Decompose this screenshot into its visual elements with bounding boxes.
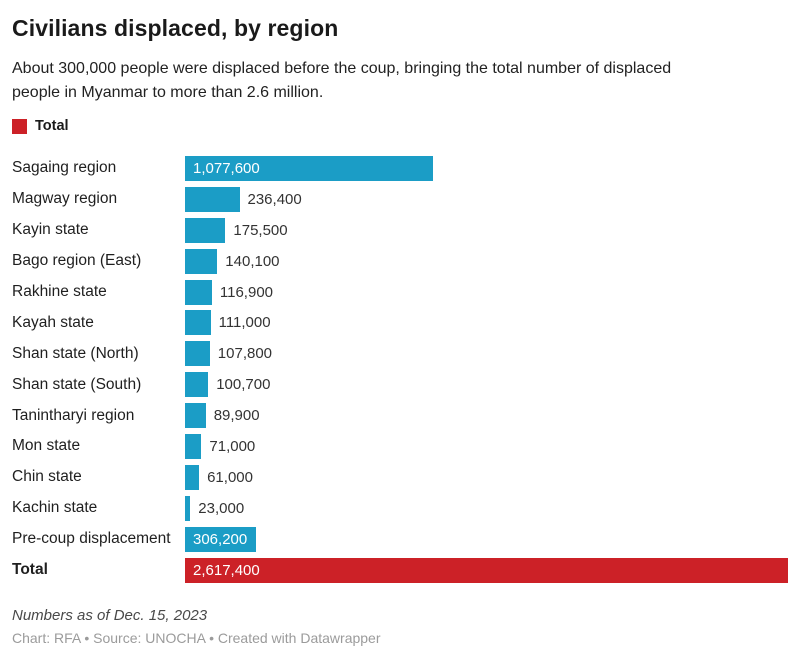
footer-credit: Chart: RFA • Source: UNOCHA • Created wi… <box>12 630 381 647</box>
legend-total-label: Total <box>35 118 69 134</box>
bar <box>185 248 218 274</box>
total-bar: 2,617,400 <box>185 557 788 583</box>
bar <box>185 341 210 367</box>
bar-track: 306,200 <box>185 526 788 552</box>
bar-value-label: 116,900 <box>219 283 273 301</box>
bar-track: 89,900 <box>185 403 788 429</box>
bar-value-label: 175,500 <box>233 221 288 239</box>
bar <box>185 372 209 398</box>
subtitle-line-2: people in Myanmar to more than 2.6 milli… <box>12 83 324 101</box>
bar-chart: Sagaing region 1,077,600 Magway region 236,… <box>12 153 788 585</box>
chart-row: Shan state (North) 107,800 <box>12 338 788 369</box>
bar-track: 107,800 <box>185 341 788 367</box>
legend-total-swatch-icon <box>12 118 27 134</box>
bar <box>185 403 206 429</box>
row-label: Magway region <box>12 190 118 208</box>
row-label: Kayah state <box>12 313 94 331</box>
bar-track: 116,900 <box>185 279 788 305</box>
bar <box>185 279 212 305</box>
bar-value-label: 23,000 <box>198 499 245 517</box>
chart-row: Sagaing region 1,077,600 <box>12 153 788 184</box>
bar-track: 2,617,400 <box>185 557 788 583</box>
bar <box>185 433 202 459</box>
bar <box>185 495 191 521</box>
row-label: Tanintharyi region <box>12 406 135 424</box>
bar-value-label: 2,617,400 <box>193 561 260 579</box>
bar <box>185 464 200 490</box>
bar-track: 71,000 <box>185 433 788 459</box>
row-label: Kachin state <box>12 499 98 517</box>
bar-value-label: 140,100 <box>225 252 280 270</box>
bar-value-label: 71,000 <box>209 437 256 455</box>
bar-track: 1,077,600 <box>185 155 788 181</box>
row-label: Chin state <box>12 468 82 486</box>
chart-row: Tanintharyi region 89,900 <box>12 400 788 431</box>
chart-row: Shan state (South) 100,700 <box>12 369 788 400</box>
bar: 1,077,600 <box>185 155 434 181</box>
bar-value-label: 236,400 <box>247 190 302 208</box>
row-label: Sagaing region <box>12 159 117 177</box>
bar-track: 61,000 <box>185 464 788 490</box>
page-subtitle: About 300,000 people were displaced befo… <box>12 57 788 104</box>
bar-track: 140,100 <box>185 248 788 274</box>
bar-track: 236,400 <box>185 186 788 212</box>
chart-row: Magway region 236,400 <box>12 184 788 215</box>
bar-value-label: 111,000 <box>218 314 271 332</box>
bar-track: 111,000 <box>185 310 788 336</box>
legend: Total <box>12 118 788 134</box>
bar <box>185 310 211 336</box>
chart-row: Kayah state 111,000 <box>12 307 788 338</box>
row-label: Kayin state <box>12 221 89 239</box>
bar-track: 100,700 <box>185 372 788 398</box>
bar-value-label: 306,200 <box>193 530 248 548</box>
subtitle-line-1: About 300,000 people were displaced befo… <box>12 60 672 77</box>
chart-row: Total 2,617,400 <box>12 555 788 586</box>
bar <box>185 186 240 212</box>
footer-note: Numbers as of Dec. 15, 2023 <box>12 607 208 625</box>
row-label: Rakhine state <box>12 283 107 300</box>
bar-value-label: 100,700 <box>216 376 271 394</box>
bar-track: 175,500 <box>185 217 788 243</box>
row-label: Shan state (North) <box>12 344 139 362</box>
chart-row: Bago region (East) 140,100 <box>12 246 788 277</box>
chart-card: Civilians displaced, by region About 300… <box>12 15 788 647</box>
chart-row: Mon state 71,000 <box>12 431 788 462</box>
bar-value-label: 61,000 <box>207 468 253 486</box>
chart-row: Pre-coup displacement 306,200 <box>12 524 788 555</box>
bar-track: 23,000 <box>185 495 788 521</box>
row-label: Bago region (East) <box>12 252 142 270</box>
chart-row: Chin state 61,000 <box>12 462 788 493</box>
bar-value-label: 89,900 <box>213 407 260 425</box>
chart-row: Rakhine state 116,900 <box>12 277 788 308</box>
bar: 306,200 <box>185 526 256 552</box>
chart-row: Kachin state 23,000 <box>12 493 788 524</box>
row-label: Shan state (South) <box>12 375 142 393</box>
bar <box>185 217 226 243</box>
row-label: Total <box>12 561 48 579</box>
chart-row: Kayin state 175,500 <box>12 215 788 246</box>
page-title: Civilians displaced, by region <box>12 15 339 41</box>
row-label: Mon state <box>12 437 81 455</box>
row-label: Pre-coup displacement <box>12 530 171 548</box>
bar-value-label: 107,800 <box>217 345 273 363</box>
bar-value-label: 1,077,600 <box>193 159 260 177</box>
